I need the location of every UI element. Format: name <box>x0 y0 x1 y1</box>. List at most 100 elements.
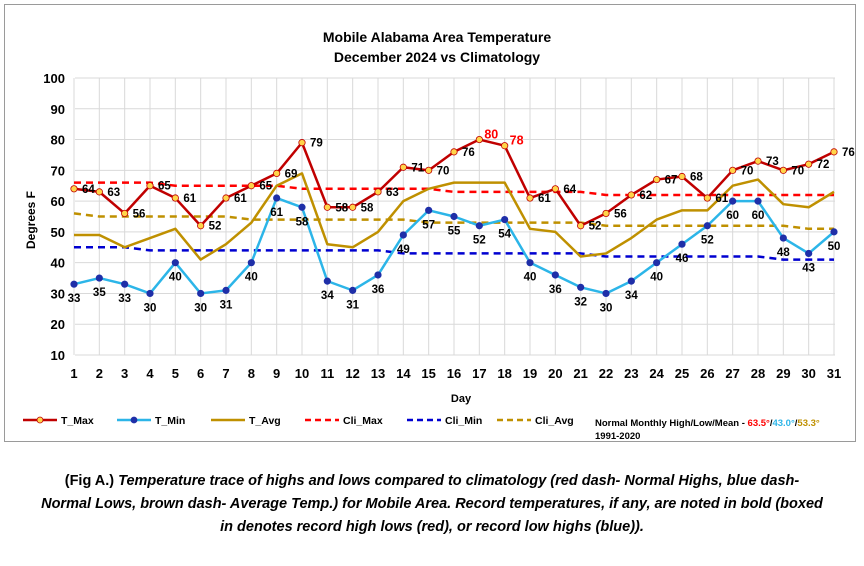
max-data-label: 73 <box>766 156 779 168</box>
legend-label: Cli_Max <box>343 415 383 427</box>
max-data-label: 56 <box>133 208 146 220</box>
point-t-max <box>349 203 357 211</box>
point-t-max <box>222 194 230 202</box>
min-data-label: 46 <box>676 253 689 265</box>
chart-frame: Mobile Alabama Area Temperature December… <box>4 4 856 442</box>
y-tick-label: 90 <box>51 102 65 117</box>
chart-subtitle: December 2024 vs Climatology <box>334 49 540 65</box>
max-data-label: 72 <box>817 159 830 171</box>
min-data-label: 52 <box>701 235 714 247</box>
point-t-max <box>602 209 610 218</box>
x-tick-label: 15 <box>421 366 435 381</box>
min-data-label: 43 <box>802 262 815 274</box>
normals-mean: 53.3° <box>797 418 819 429</box>
min-data-label: 33 <box>68 293 81 305</box>
y-tick-label: 40 <box>51 256 65 271</box>
x-tick-label: 7 <box>222 366 229 381</box>
data-labels: 64 63 56 65 61 52 61 65 69 79 58 58 63 71 70 76 80 78 61 64… <box>68 128 855 315</box>
point-t-max <box>678 172 686 181</box>
y-tick-label: 20 <box>51 317 65 332</box>
point-t-min <box>425 206 433 214</box>
min-data-label: 52 <box>473 235 486 247</box>
point-t-min <box>450 212 458 221</box>
normals-sep1: / <box>770 418 773 429</box>
min-data-label: 57 <box>422 219 435 231</box>
point-t-max <box>577 222 585 230</box>
x-tick-label: 12 <box>345 366 359 381</box>
x-tick-label: 24 <box>649 366 664 381</box>
min-data-label: 50 <box>828 241 841 253</box>
max-data-label: 52 <box>589 221 602 233</box>
point-t-max <box>653 175 661 184</box>
point-t-max <box>374 188 382 196</box>
legend: T_Max T_Min T_Avg Cli_Max Cli_Min Cli_Avg <box>23 415 574 427</box>
min-data-label: 48 <box>777 247 790 259</box>
point-t-min <box>805 249 813 258</box>
min-data-label: 58 <box>296 216 309 228</box>
caption-text: Temperature trace of highs and lows comp… <box>41 473 823 535</box>
min-data-label: 33 <box>118 293 131 305</box>
min-data-label: 61 <box>270 207 283 219</box>
min-data-label: 55 <box>448 226 461 238</box>
chart-title: Mobile Alabama Area Temperature <box>323 29 551 45</box>
legend-label: Cli_Avg <box>535 415 574 427</box>
x-tick-label: 30 <box>801 366 815 381</box>
caption-lead: (Fig A.) <box>64 473 115 489</box>
x-axis-label: Day <box>451 393 472 405</box>
legend-label: Cli_Min <box>445 415 482 427</box>
min-data-label: 54 <box>498 229 511 241</box>
x-tick-label: 18 <box>497 366 511 381</box>
min-data-label: 31 <box>346 299 359 311</box>
x-tick-label: 27 <box>725 366 739 381</box>
min-data-label: 40 <box>169 272 182 284</box>
x-tick-label: 14 <box>396 366 411 381</box>
max-data-label: 64 <box>563 184 576 196</box>
min-data-label: 36 <box>372 284 385 296</box>
point-t-max <box>830 148 838 156</box>
max-data-label: 61 <box>183 193 196 205</box>
x-tick-label: 25 <box>675 366 689 381</box>
point-t-min <box>653 259 661 267</box>
min-data-label: 36 <box>549 284 562 296</box>
normals-sep2: / <box>795 418 798 429</box>
min-data-label: 40 <box>524 272 537 284</box>
y-axis-ticks: 10 20 30 40 50 60 70 80 90 100 <box>43 71 65 363</box>
point-t-min <box>754 197 762 205</box>
min-data-label: 30 <box>600 302 613 314</box>
max-data-label: 58 <box>361 202 374 214</box>
point-t-min <box>475 222 483 230</box>
svg-text:Normal Monthly High/Low/Mean -: Normal Monthly High/Low/Mean - 63.5°/43.… <box>595 418 820 429</box>
figure-caption: (Fig A.) Temperature trace of highs and … <box>40 470 824 539</box>
point-t-min <box>273 194 281 202</box>
x-tick-label: 13 <box>371 366 385 381</box>
point-t-max <box>526 194 534 202</box>
min-data-label: 60 <box>726 210 739 222</box>
min-data-label: 60 <box>752 210 765 222</box>
point-t-max <box>754 157 762 165</box>
point-t-min <box>222 286 230 294</box>
point-t-min <box>247 259 255 267</box>
x-tick-label: 16 <box>447 366 461 381</box>
point-t-min <box>729 197 737 205</box>
series-line-cli-max <box>74 181 834 197</box>
x-tick-label: 5 <box>172 366 179 381</box>
max-data-label: 56 <box>614 208 627 220</box>
point-t-max <box>779 166 787 174</box>
normals-note: Normal Monthly High/Low/Mean - 63.5°/43.… <box>595 418 820 441</box>
point-t-min <box>399 231 407 239</box>
point-t-max <box>273 169 281 178</box>
point-t-max <box>171 194 179 202</box>
point-t-min <box>627 277 635 285</box>
y-axis-label: Degrees F <box>24 191 38 249</box>
point-t-max <box>197 222 205 230</box>
x-tick-label: 23 <box>624 366 638 381</box>
x-tick-label: 4 <box>146 366 154 381</box>
point-t-max <box>70 185 78 193</box>
point-t-min <box>197 289 205 298</box>
max-data-label: 80 <box>484 128 498 142</box>
max-data-label: 70 <box>791 165 804 177</box>
y-tick-label: 10 <box>51 348 65 363</box>
max-data-label: 52 <box>209 221 222 233</box>
point-t-min <box>70 280 78 288</box>
point-t-max <box>627 191 635 199</box>
